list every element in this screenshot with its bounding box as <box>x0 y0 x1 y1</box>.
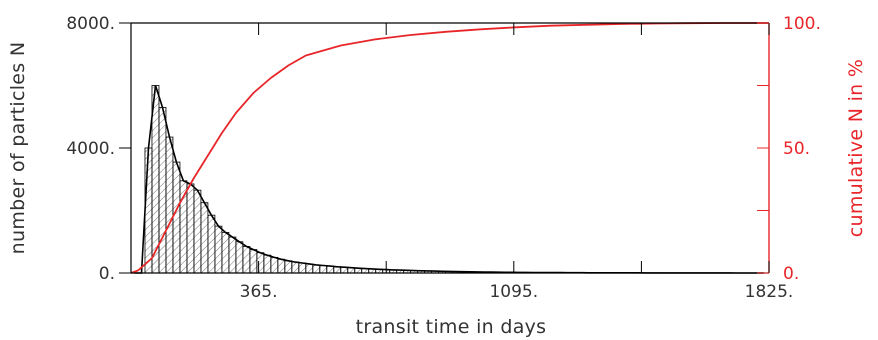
y2-axis-title: cumulative N in % <box>845 59 867 237</box>
histogram-bar <box>277 258 286 274</box>
axes <box>119 22 770 274</box>
histogram-bar <box>172 161 181 274</box>
x-tick-label: 1825. <box>745 282 794 302</box>
histogram-bar <box>298 262 307 274</box>
tick-labels: 365. 1095. 1825.0.4000.8000.0.50.100. <box>66 14 821 302</box>
histogram-bar <box>249 249 258 274</box>
histogram-bar <box>319 265 328 274</box>
histogram-bars <box>144 85 768 274</box>
histogram-bar <box>312 264 321 274</box>
histogram-bar <box>305 263 314 274</box>
histogram-bar <box>242 246 251 274</box>
cumulative-curve <box>130 22 769 274</box>
histogram-bar <box>270 256 279 274</box>
cumulative-line <box>130 22 769 274</box>
histogram-bar <box>291 261 300 274</box>
y2-tick-label: 100. <box>783 14 821 34</box>
histogram-bar <box>284 260 293 274</box>
x-axis-title: transit time in days <box>356 316 547 338</box>
histogram-bar <box>165 136 174 274</box>
histogram-bar <box>193 189 202 274</box>
y-tick-label: 4000. <box>66 139 115 159</box>
histogram-bar <box>263 254 272 274</box>
histogram-bar <box>186 183 195 274</box>
y2-tick-label: 0. <box>783 264 799 284</box>
y-tick-label: 0. <box>99 264 115 284</box>
y2-tick-label: 50. <box>783 139 810 159</box>
y-tick-label: 8000. <box>66 14 115 34</box>
histogram-bar <box>179 180 188 274</box>
histogram-bar <box>214 225 223 274</box>
histogram-bar <box>144 147 153 274</box>
histogram-bar <box>256 252 265 274</box>
histogram-bar <box>207 214 216 274</box>
histogram-bar <box>221 231 230 274</box>
histogram-bar <box>228 236 237 274</box>
x-tick-label: 365. <box>240 282 278 302</box>
x-tick-label: 1095. <box>489 282 538 302</box>
histogram-bar <box>235 241 244 274</box>
histogram-bar <box>200 202 209 274</box>
histogram-bar <box>158 106 167 274</box>
histogram-bar <box>326 265 335 274</box>
y-axis-title: number of particles N <box>7 42 29 255</box>
